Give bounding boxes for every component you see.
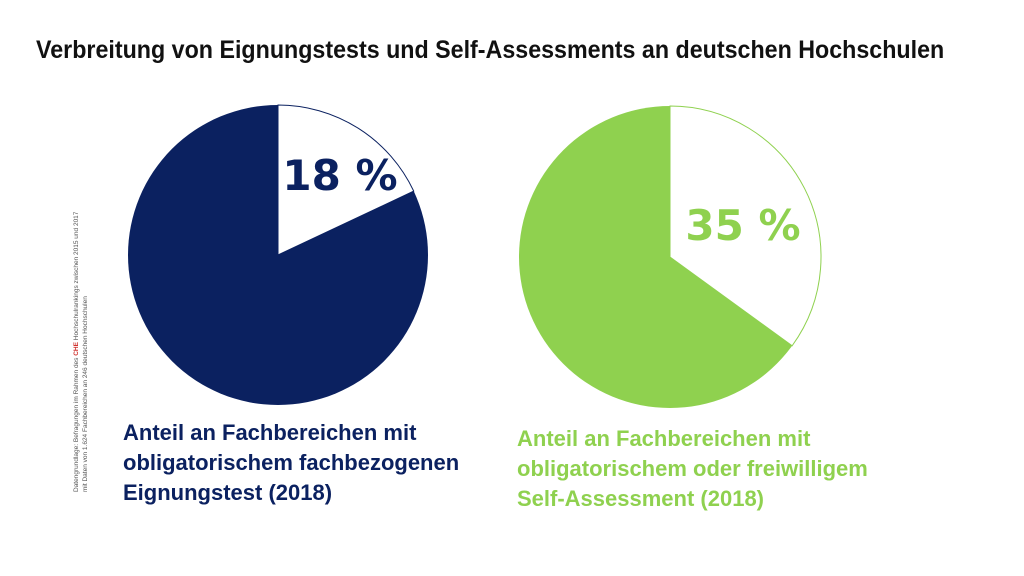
pie-right-value-label: 35 % — [685, 201, 800, 250]
pie-chart-self-assessment: 35 % — [519, 105, 822, 408]
caption-right-line-1: Anteil an Fachbereichen mit — [517, 426, 811, 451]
caption-left-line-1: Anteil an Fachbereichen mit — [123, 420, 417, 445]
pie-right-slice-35 — [669, 105, 822, 347]
pie-chart-eignungstest: 18 % — [128, 104, 428, 405]
caption-right-line-2: obligatorischem oder freiwilligem — [517, 456, 868, 481]
caption-self-assessment: Anteil an Fachbereichen mit obligatorisc… — [517, 424, 897, 514]
caption-left-line-2: obligatorischem fachbezogenen — [123, 450, 460, 475]
caption-eignungstest: Anteil an Fachbereichen mit obligatorisc… — [123, 418, 503, 508]
chart-title: Verbreitung von Eignungstests und Self-A… — [36, 36, 945, 64]
pie-left-value-label: 18 % — [282, 151, 397, 200]
caption-left-line-3: Eignungstest (2018) — [123, 480, 333, 505]
caption-right-line-3: Self-Assessment (2018) — [517, 486, 765, 511]
pie-left-slice-18 — [277, 104, 415, 256]
